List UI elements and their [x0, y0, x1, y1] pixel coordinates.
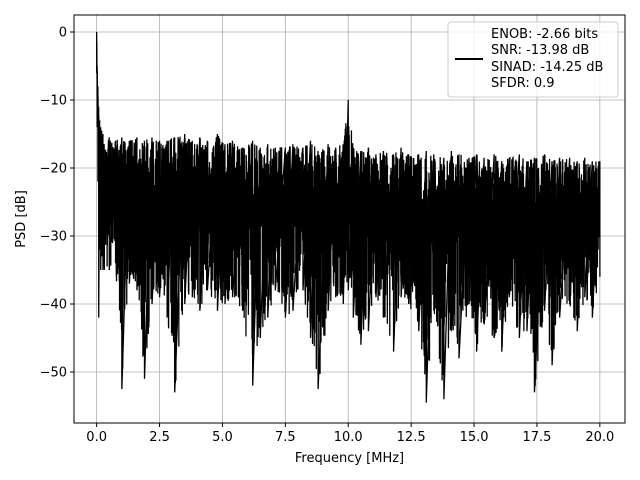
x-tick-label: 0.0 [86, 430, 107, 445]
x-axis-ticks: 0.0 2.5 5.0 7.5 10.0 12.5 15.0 17.5 20.0 [86, 423, 614, 445]
legend-box [447, 21, 619, 98]
y-tick-label: 0 [59, 26, 67, 41]
x-tick-label: 17.5 [522, 430, 551, 445]
y-tick-label: −30 [40, 230, 67, 245]
y-tick-label: −50 [40, 366, 67, 381]
y-tick-label: −40 [40, 298, 67, 313]
y-axis-title: PSD [dB] [14, 190, 29, 248]
psd-series-envelope [95, 31, 601, 403]
y-tick-label: −20 [40, 162, 67, 177]
x-tick-label: 10.0 [334, 430, 363, 445]
x-axis-title: Frequency [MHz] [295, 451, 404, 466]
plot-series [95, 31, 601, 403]
legend-line-sfdr: SFDR: 0.9 [491, 76, 555, 91]
legend: ENOB: -2.66 bits SNR: -13.98 dB SINAD: -… [447, 21, 619, 98]
y-axis-ticks: 0 −10 −20 −30 −40 −50 [40, 26, 74, 381]
legend-line-sinad: SINAD: -14.25 dB [491, 60, 603, 75]
x-tick-label: 15.0 [460, 430, 489, 445]
axes-frame [73, 14, 626, 424]
legend-line-snr: SNR: -13.98 dB [491, 43, 589, 58]
legend-line-enob: ENOB: -2.66 bits [491, 27, 598, 42]
x-tick-label: 5.0 [212, 430, 233, 445]
x-tick-label: 7.5 [275, 430, 296, 445]
x-tick-label: 12.5 [397, 430, 426, 445]
x-tick-label: 20.0 [585, 430, 614, 445]
y-tick-label: −10 [40, 94, 67, 109]
x-tick-label: 2.5 [149, 430, 170, 445]
